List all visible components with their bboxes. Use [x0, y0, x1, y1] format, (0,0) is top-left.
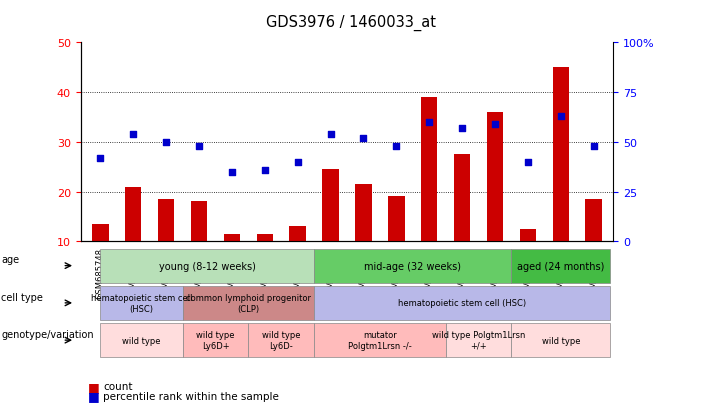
Text: count: count [103, 381, 132, 391]
Text: ■: ■ [88, 389, 100, 402]
Text: young (8-12 weeks): young (8-12 weeks) [159, 261, 256, 271]
Bar [158, 199, 175, 242]
Bar [552, 68, 569, 242]
Point [456, 125, 468, 132]
Bar [355, 185, 372, 242]
Text: GDS3976 / 1460033_at: GDS3976 / 1460033_at [266, 14, 435, 31]
Text: wild type
Ly6D+: wild type Ly6D+ [196, 331, 235, 350]
Text: percentile rank within the sample: percentile rank within the sample [103, 391, 279, 401]
Text: genotype/variation: genotype/variation [1, 329, 94, 339]
Point [588, 143, 599, 150]
Bar [585, 199, 602, 242]
Point [259, 167, 271, 173]
Text: aged (24 months): aged (24 months) [517, 261, 604, 271]
Point [489, 121, 501, 128]
Point [555, 114, 566, 120]
Point [390, 143, 402, 150]
Text: wild type: wild type [122, 336, 161, 345]
Text: wild type: wild type [541, 336, 580, 345]
Text: hematopoietic stem cell (HSC): hematopoietic stem cell (HSC) [398, 299, 526, 308]
Text: common lymphoid progenitor
(CLP): common lymphoid progenitor (CLP) [186, 294, 311, 313]
Bar [421, 98, 437, 242]
Text: ■: ■ [88, 380, 100, 393]
Bar [224, 234, 240, 242]
Point [358, 135, 369, 142]
Bar [257, 234, 273, 242]
Point [161, 139, 172, 146]
Bar [92, 224, 109, 242]
Text: mid-age (32 weeks): mid-age (32 weeks) [365, 261, 461, 271]
Bar [388, 197, 404, 242]
Point [193, 143, 205, 150]
Bar [191, 202, 207, 242]
Text: hematopoietic stem cell
(HSC): hematopoietic stem cell (HSC) [90, 294, 192, 313]
Point [423, 119, 435, 126]
Bar [322, 170, 339, 242]
Text: wild type
Ly6D-: wild type Ly6D- [262, 331, 301, 350]
Point [522, 159, 533, 166]
Point [226, 169, 238, 176]
Bar [519, 229, 536, 242]
Point [95, 155, 106, 161]
Point [292, 159, 304, 166]
Point [128, 131, 139, 138]
Bar [454, 155, 470, 242]
Bar [125, 187, 142, 242]
Text: cell type: cell type [1, 292, 43, 302]
Point [325, 131, 336, 138]
Text: age: age [1, 255, 20, 265]
Text: wild type Polgtm1Lrsn
+/+: wild type Polgtm1Lrsn +/+ [432, 331, 525, 350]
Bar [290, 227, 306, 242]
Text: mutator
Polgtm1Lrsn -/-: mutator Polgtm1Lrsn -/- [348, 331, 411, 350]
Bar [486, 113, 503, 242]
